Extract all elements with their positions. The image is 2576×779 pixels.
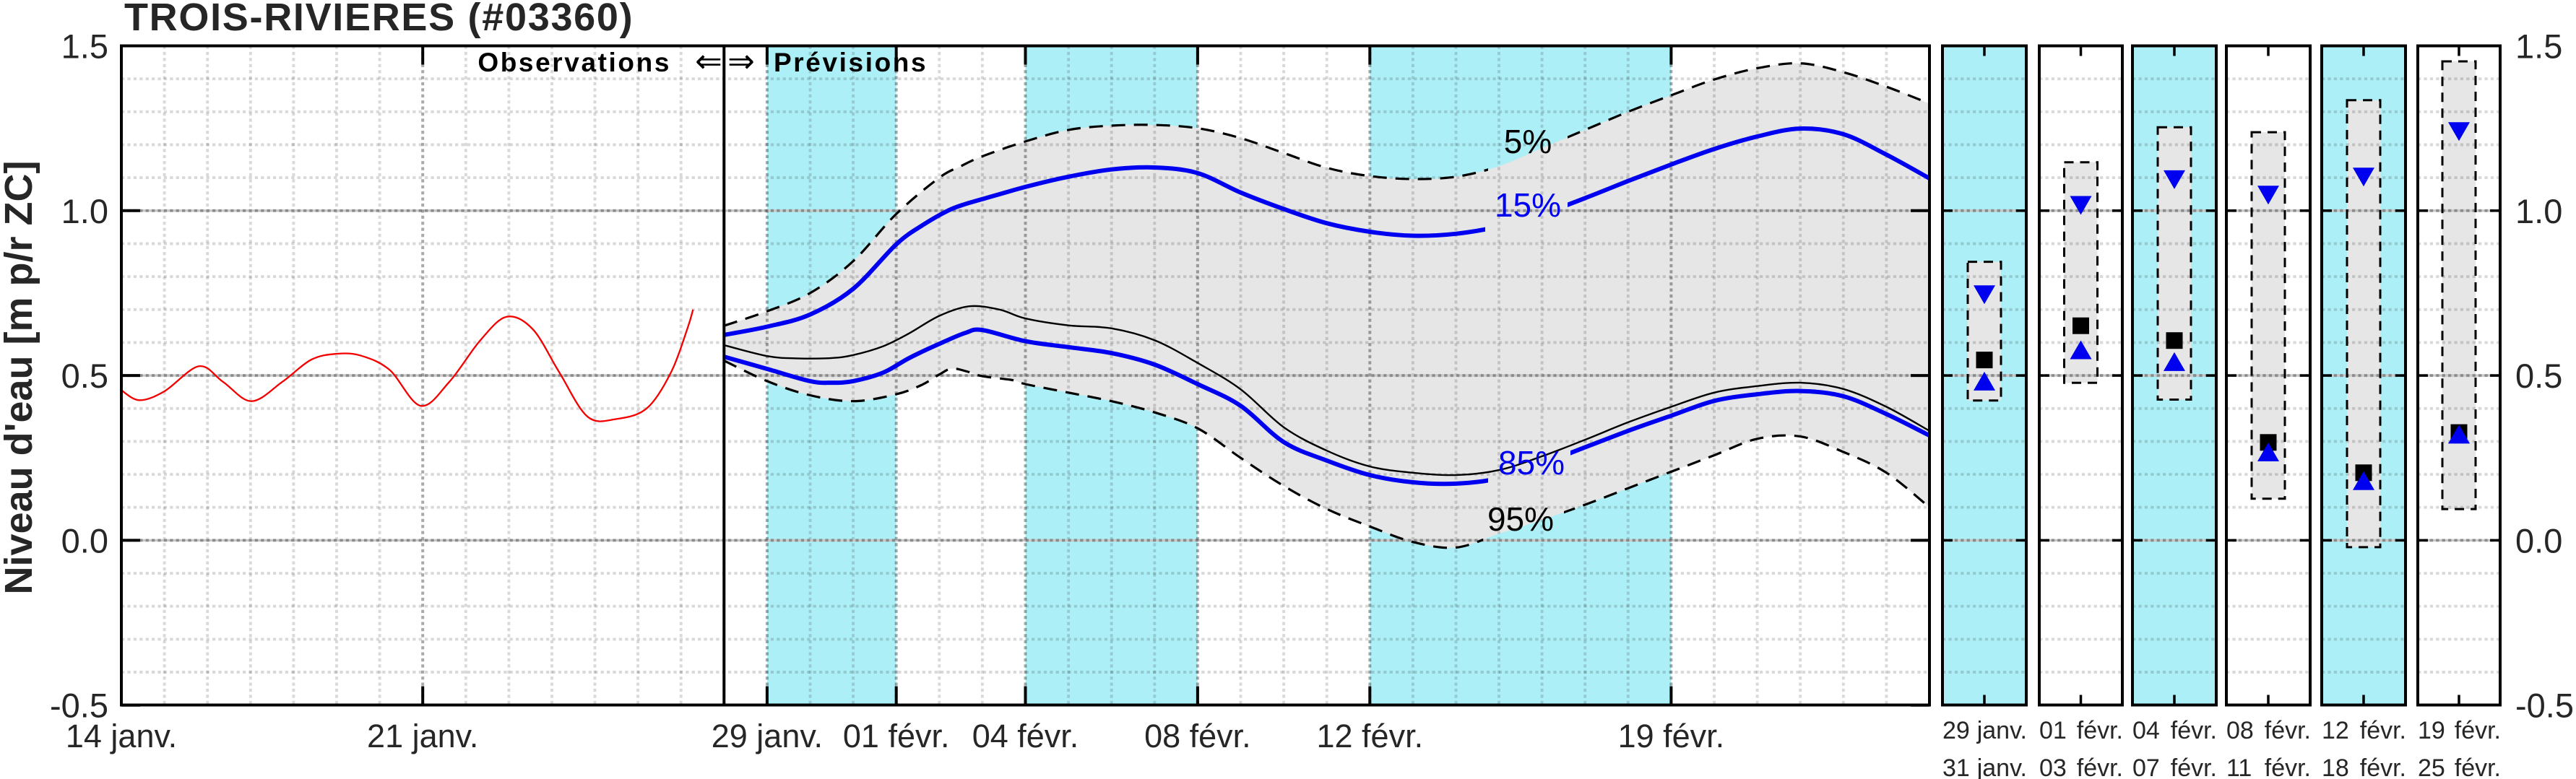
- svg-text:04 févr.: 04 févr.: [972, 718, 1079, 754]
- svg-text:⇒: ⇒: [727, 43, 755, 79]
- svg-text:11: 11: [2226, 754, 2252, 779]
- svg-text:08 févr.: 08 févr.: [1144, 718, 1251, 754]
- svg-text:29: 29: [1942, 717, 1970, 744]
- svg-text:févr.: févr.: [2455, 754, 2501, 779]
- svg-text:0.0: 0.0: [2515, 521, 2562, 560]
- svg-text:-0.5: -0.5: [50, 687, 108, 725]
- svg-text:95%: 95%: [1487, 500, 1554, 538]
- svg-text:1.5: 1.5: [2515, 27, 2562, 66]
- svg-text:févr.: févr.: [2171, 754, 2217, 779]
- svg-text:1.0: 1.0: [61, 192, 108, 230]
- svg-text:19 févr.: 19 févr.: [1618, 718, 1725, 754]
- svg-text:12: 12: [2322, 717, 2349, 744]
- svg-text:Niveau d'eau [m p/r ZC]: Niveau d'eau [m p/r ZC]: [0, 161, 40, 595]
- svg-text:0.5: 0.5: [61, 357, 108, 395]
- svg-text:07: 07: [2132, 754, 2160, 779]
- svg-text:févr.: févr.: [2360, 717, 2406, 744]
- svg-text:févr.: févr.: [2265, 717, 2311, 744]
- svg-text:févr.: févr.: [2360, 754, 2406, 779]
- svg-text:févr.: févr.: [2077, 754, 2123, 779]
- svg-text:janv.: janv.: [1976, 717, 2027, 744]
- svg-text:25: 25: [2418, 754, 2445, 779]
- svg-text:0.5: 0.5: [2515, 357, 2562, 395]
- svg-text:18: 18: [2322, 754, 2349, 779]
- svg-text:21 janv.: 21 janv.: [367, 718, 478, 754]
- svg-text:févr.: févr.: [2455, 717, 2501, 744]
- svg-text:Observations: Observations: [477, 48, 671, 77]
- svg-text:1.5: 1.5: [61, 27, 108, 66]
- svg-text:févr.: févr.: [2265, 754, 2311, 779]
- svg-text:-0.5: -0.5: [2515, 687, 2574, 725]
- svg-text:févr.: févr.: [2077, 717, 2123, 744]
- svg-text:31: 31: [1942, 754, 1970, 779]
- svg-text:03: 03: [2039, 754, 2067, 779]
- svg-text:19: 19: [2418, 717, 2445, 744]
- svg-text:08: 08: [2226, 717, 2254, 744]
- svg-text:1.0: 1.0: [2515, 192, 2562, 230]
- svg-text:14 janv.: 14 janv.: [66, 718, 177, 754]
- svg-text:29 janv.: 29 janv.: [712, 718, 823, 754]
- svg-text:04: 04: [2132, 717, 2160, 744]
- svg-text:janv.: janv.: [1976, 754, 2027, 779]
- svg-text:5%: 5%: [1504, 123, 1552, 160]
- svg-text:15%: 15%: [1495, 186, 1561, 224]
- svg-text:01 févr.: 01 févr.: [843, 718, 950, 754]
- svg-text:Prévisions: Prévisions: [774, 48, 928, 77]
- svg-text:⇐: ⇐: [695, 43, 722, 79]
- svg-text:0.0: 0.0: [61, 521, 108, 560]
- svg-text:TROIS-RIVIERES (#03360): TROIS-RIVIERES (#03360): [124, 0, 634, 39]
- svg-text:févr.: févr.: [2171, 717, 2217, 744]
- svg-text:01: 01: [2039, 717, 2067, 744]
- svg-text:85%: 85%: [1498, 444, 1565, 482]
- svg-text:12 févr.: 12 févr.: [1317, 718, 1424, 754]
